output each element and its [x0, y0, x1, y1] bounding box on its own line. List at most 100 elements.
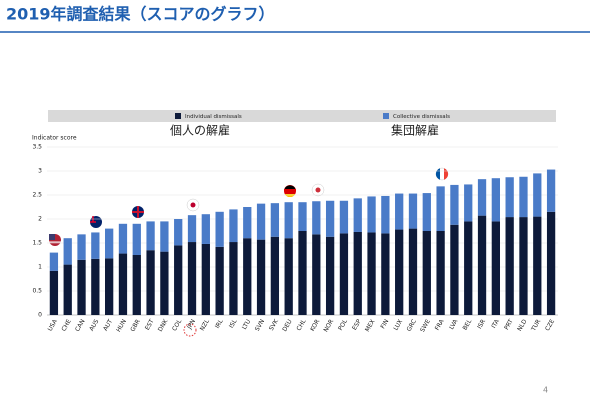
legend-band — [48, 110, 556, 122]
y-tick-label: 1 — [38, 264, 42, 271]
bar-segment — [201, 214, 210, 244]
y-tick-label: 3.5 — [32, 144, 42, 151]
legend-swatch — [175, 113, 181, 119]
bar-segment — [325, 200, 335, 237]
flag-gbr — [132, 206, 144, 218]
bar-segment — [353, 198, 362, 232]
bar-segment — [546, 211, 556, 315]
bar-segment — [77, 259, 86, 315]
bar-segment — [408, 193, 418, 229]
bar-segment — [118, 253, 128, 315]
bar-segment — [256, 239, 266, 315]
bar-segment — [533, 216, 542, 315]
y-axis-label: Indicator score — [32, 135, 77, 142]
bar-segment — [243, 238, 252, 315]
x-tick-label: LTU — [241, 318, 252, 331]
legend-swatch — [383, 113, 389, 119]
flag-deu — [284, 185, 296, 198]
bar-segment — [491, 221, 500, 315]
bar-segment — [77, 234, 86, 260]
bar-segment — [477, 179, 487, 216]
bar-segment — [450, 184, 459, 225]
y-tick-label: 3 — [38, 168, 42, 175]
bar-segment — [174, 245, 183, 315]
bar-segment — [215, 211, 224, 247]
bar-segment — [174, 219, 183, 246]
slide-title: 2019年調査結果（スコアのグラフ） — [6, 5, 275, 24]
bar-segment — [49, 270, 59, 315]
bar-segment — [132, 223, 141, 255]
y-tick-label: 1.5 — [32, 240, 42, 247]
bar-segment — [105, 228, 114, 259]
flag-aus — [90, 216, 102, 228]
highlight-ring — [183, 323, 197, 337]
bar-segment — [422, 231, 431, 315]
flag-jpn — [186, 198, 200, 212]
bar-segment — [118, 223, 128, 254]
x-tick-label: PRT — [503, 318, 515, 331]
y-tick-label: 0 — [38, 312, 42, 319]
y-tick-label: 2.5 — [32, 192, 42, 199]
y-tick-label: 0.5 — [32, 288, 42, 295]
bar-segment — [450, 224, 459, 315]
bar-segment — [367, 196, 376, 233]
bar-segment — [229, 209, 238, 243]
x-tick-label: LVA — [448, 317, 460, 330]
bar-segment — [298, 231, 307, 315]
bar-segment — [367, 232, 376, 315]
bar-segment — [546, 169, 556, 212]
x-tick-label: ESP — [351, 318, 363, 332]
legend-label: Individual dismissals — [185, 114, 242, 120]
bar-segment — [201, 243, 210, 315]
bar-segment — [533, 173, 542, 217]
bar-segment — [519, 176, 528, 218]
x-tick-label: IRL — [214, 318, 225, 330]
bar-segment — [146, 250, 155, 315]
bar-segment — [464, 221, 473, 315]
bar-segment — [422, 193, 431, 231]
bar-segment — [229, 242, 238, 315]
bar-segment — [270, 203, 280, 237]
flag-fra — [435, 167, 449, 181]
bar-segment — [505, 217, 514, 315]
x-tick-label: EST — [144, 318, 156, 332]
flag-usa — [49, 234, 61, 246]
bar-segment — [160, 251, 169, 315]
bar-segment — [505, 177, 514, 218]
bar-segment — [519, 217, 528, 315]
bar-segment — [477, 215, 487, 315]
bar-segment — [63, 264, 72, 315]
x-tick-label: ITA — [490, 317, 501, 329]
page-number: 4 — [543, 386, 548, 395]
bar-segment — [436, 186, 445, 231]
bar-segment — [270, 236, 280, 315]
bar-segment — [91, 232, 100, 259]
bar-segment — [284, 238, 293, 315]
bar-segment — [215, 246, 224, 315]
x-tick-label: FIN — [379, 318, 390, 330]
bar-segment — [187, 242, 197, 315]
bar-segment — [436, 231, 445, 315]
annotation: 集団解雇 — [391, 123, 439, 138]
bar-segment — [381, 233, 390, 315]
bar-segment — [63, 238, 72, 265]
bar-segment — [243, 207, 252, 239]
annotation: 個人の解雇 — [170, 123, 230, 138]
bar-segment — [105, 258, 114, 315]
bar-segment — [298, 202, 307, 231]
x-tick-label: JPN — [186, 318, 198, 331]
bar-segment — [160, 221, 169, 252]
bar-segment — [256, 203, 266, 240]
x-tick-label: ISL — [228, 318, 239, 330]
bar-segment — [464, 184, 473, 222]
bar-segment — [49, 252, 59, 271]
flag-kor — [311, 183, 325, 197]
bar-segment — [395, 229, 404, 315]
bar-segment — [408, 228, 418, 315]
bar-segment — [284, 202, 293, 239]
bar-segment — [146, 221, 155, 251]
bar-segment — [395, 193, 404, 230]
bar-segment — [312, 201, 321, 235]
